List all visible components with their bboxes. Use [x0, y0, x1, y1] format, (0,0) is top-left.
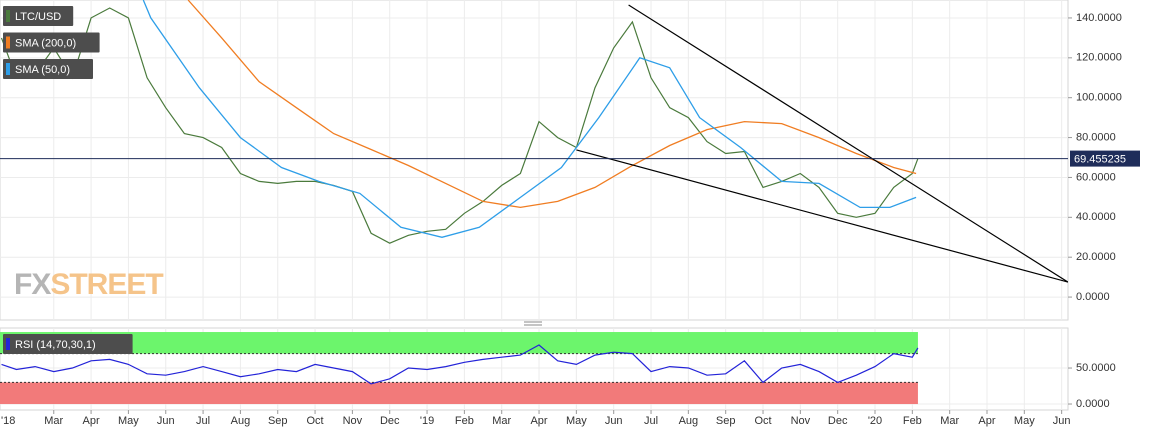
series-line	[187, 0, 917, 209]
zone	[0, 382, 918, 405]
legend-swatch	[6, 10, 10, 22]
legend-label: LTC/USD	[15, 11, 61, 23]
x-tick-label: Feb	[455, 415, 474, 427]
x-tick-label: Jun	[605, 415, 623, 427]
legend-label: SMA (50,0)	[15, 64, 70, 76]
y-tick-label: 80.0000	[1076, 131, 1116, 143]
x-tick-label: '19	[420, 415, 434, 427]
watermark-part: STREET	[50, 268, 163, 301]
x-tick-label: Jul	[196, 415, 210, 427]
x-tick-label: Jul	[644, 415, 658, 427]
plot-area	[0, 0, 1068, 320]
series-line	[1, 344, 919, 385]
last-price-box	[1070, 150, 1140, 167]
y-tick-label: 140.0000	[1076, 12, 1122, 24]
legend-box	[3, 334, 133, 354]
y-tick-label: 0.0000	[1076, 291, 1110, 303]
x-tick-label: Dec	[828, 415, 848, 427]
series-line	[0, 7, 919, 244]
splitter-handle[interactable]	[524, 321, 542, 326]
legend-label: SMA (200,0)	[15, 37, 76, 49]
x-tick-label: Nov	[343, 415, 363, 427]
series-line	[142, 0, 917, 238]
x-tick-label: Apr	[83, 415, 100, 427]
x-tick-label: Aug	[679, 415, 699, 427]
x-tick-label: Oct	[754, 415, 771, 427]
y-tick-label: 0.0000	[1076, 398, 1110, 410]
legend-swatch	[6, 338, 10, 350]
legend-box	[3, 59, 93, 79]
watermark-part: FX	[14, 268, 51, 301]
x-tick-label: Jun	[157, 415, 175, 427]
y-tick-label: 20.0000	[1076, 251, 1116, 263]
x-tick-label: May	[566, 415, 587, 427]
x-tick-label: May	[118, 415, 139, 427]
x-tick-label: '18	[1, 415, 15, 427]
x-tick-label: Aug	[231, 415, 251, 427]
price-panel	[0, 0, 1069, 321]
y-tick-label: 120.0000	[1076, 52, 1122, 64]
x-tick-label: Mar	[44, 415, 63, 427]
y-tick-label: 50.0000	[1076, 362, 1116, 374]
plot-area	[0, 328, 1068, 410]
x-tick-label: Sep	[268, 415, 288, 427]
legend-box	[3, 6, 74, 26]
legend-box	[3, 32, 100, 53]
x-tick-label: Mar	[492, 415, 511, 427]
x-tick-label: Apr	[978, 415, 995, 427]
legend-label: RSI (14,70,30,1)	[15, 339, 96, 351]
x-tick-label: Apr	[530, 415, 547, 427]
series-line	[628, 4, 1068, 283]
zone	[0, 332, 918, 354]
last-price-label: 69.455235	[1074, 154, 1126, 166]
x-tick-label: Oct	[306, 415, 323, 427]
watermark: FXSTREET	[14, 268, 163, 301]
x-tick-label: May	[1014, 415, 1035, 427]
x-tick-label: Mar	[940, 415, 959, 427]
series-line	[576, 149, 1068, 283]
x-tick-label: Feb	[903, 415, 922, 427]
y-tick-label: 60.0000	[1076, 171, 1116, 183]
x-tick-label: Sep	[716, 415, 736, 427]
legend-swatch	[6, 63, 10, 75]
x-tick-label: '20	[868, 415, 882, 427]
y-tick-label: 40.0000	[1076, 211, 1116, 223]
x-tick-label: Dec	[380, 415, 400, 427]
legend-swatch	[6, 36, 10, 49]
y-tick-label: 100.0000	[1076, 92, 1122, 104]
x-tick-label: Jun	[1053, 415, 1071, 427]
x-tick-label: Nov	[791, 415, 811, 427]
